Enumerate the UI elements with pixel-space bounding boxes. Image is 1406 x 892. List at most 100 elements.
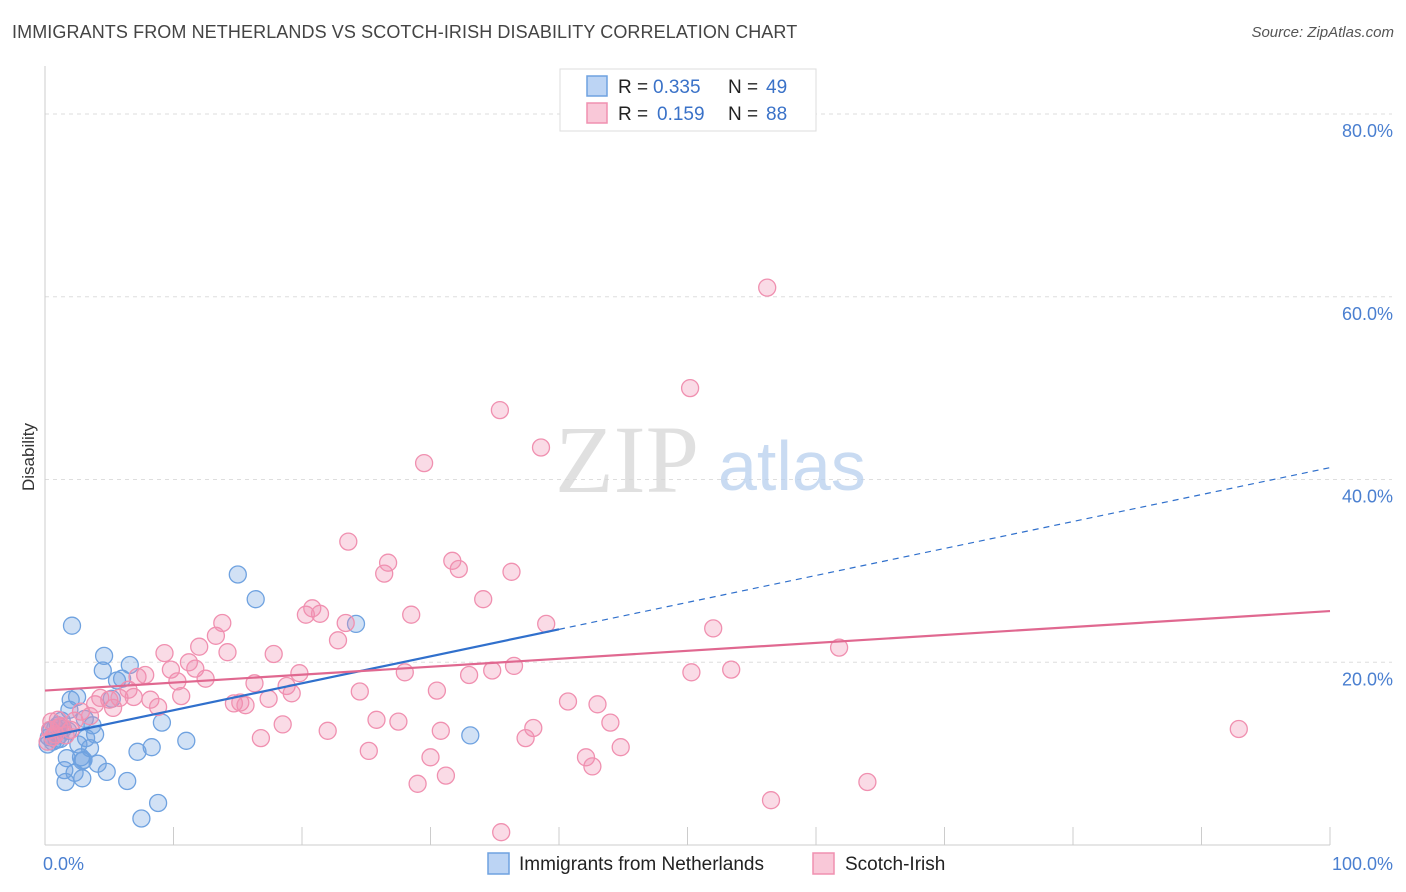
point-s1-12 (80, 707, 100, 726)
point-s1-23 (148, 697, 168, 717)
point-s1-22 (141, 690, 160, 709)
point-s1-71 (483, 661, 502, 680)
y-tick-label-2: 60.0% (1342, 304, 1393, 324)
point-s1-45 (290, 664, 309, 683)
point-s1-36 (231, 693, 250, 712)
point-s1-61 (408, 774, 427, 793)
point-s1-52 (336, 613, 355, 633)
point-s1-48 (310, 604, 330, 623)
point-s1-30 (190, 637, 209, 656)
point-s1-83 (588, 695, 607, 714)
point-s1-63 (421, 748, 440, 767)
legend-r-value-1: 0.335 (653, 77, 701, 98)
point-s1-87 (682, 663, 701, 682)
point-s1-41 (264, 644, 283, 664)
bottom-legend-swatch-scotch-irish (812, 852, 835, 875)
point-s1-69 (459, 665, 479, 685)
watermark-zip: ZIP (555, 406, 699, 513)
point-s1-70 (474, 590, 493, 609)
point-s1-92 (829, 638, 849, 657)
point-s1-59 (395, 663, 414, 682)
point-s1-62 (414, 453, 434, 473)
legend-n-value-1: 49 (766, 77, 787, 98)
point-s1-74 (502, 562, 521, 581)
point-s0-30 (93, 661, 112, 680)
point-s1-93 (858, 772, 877, 792)
point-s1-66 (436, 766, 456, 785)
legend-n-label-2: N = (728, 104, 758, 125)
point-s1-64 (427, 681, 447, 700)
point-s0-43 (228, 565, 247, 584)
point-s1-49 (318, 721, 337, 740)
y-tick-label-1: 40.0% (1342, 487, 1393, 507)
point-s0-44 (246, 590, 265, 609)
point-s1-81 (576, 748, 596, 767)
point-s1-50 (328, 631, 348, 650)
data-points (38, 278, 1248, 842)
point-s1-94 (1229, 719, 1248, 739)
point-s1-75 (504, 656, 524, 676)
bottom-legend: Immigrants from Netherlands Scotch-Irish (487, 852, 945, 875)
point-s1-19 (124, 687, 143, 707)
point-s0-40 (148, 793, 168, 813)
point-s1-31 (196, 669, 215, 688)
point-s1-24 (155, 643, 174, 663)
point-s0-29 (94, 646, 114, 666)
point-s1-65 (431, 721, 450, 740)
grid-lines (45, 113, 1392, 663)
point-s1-38 (245, 674, 264, 693)
point-s1-34 (218, 643, 237, 662)
point-s1-85 (611, 738, 630, 757)
point-s1-56 (375, 564, 394, 583)
point-s1-55 (367, 710, 386, 729)
point-s0-35 (118, 771, 137, 791)
point-s1-86 (680, 378, 700, 398)
legend-r-value-2: 0.159 (657, 104, 705, 125)
trend-line-0 (44, 628, 560, 739)
y-axis-label: Disability (19, 422, 38, 491)
point-s1-73 (492, 823, 511, 842)
point-s0-47 (73, 751, 92, 771)
point-s1-68 (449, 559, 468, 579)
point-s1-53 (350, 682, 369, 701)
y-tick-labels: 20.0% 40.0% 60.0% 80.0% (1342, 121, 1393, 689)
x-tick-label-0: 0.0% (43, 854, 84, 874)
point-s1-37 (236, 696, 255, 715)
point-s1-54 (359, 741, 378, 761)
point-s1-90 (761, 791, 781, 810)
legend-box: R = 0.335 N = 49 R = 0.159 N = 88 (559, 68, 817, 132)
point-s1-42 (273, 715, 292, 734)
point-s1-11 (71, 702, 91, 721)
point-s1-89 (722, 660, 741, 679)
point-s1-77 (524, 718, 543, 738)
point-s1-60 (402, 605, 421, 624)
point-s1-88 (704, 619, 723, 638)
bottom-legend-netherlands: Immigrants from Netherlands (519, 854, 764, 875)
point-s1-40 (259, 689, 278, 708)
trend-lines (44, 467, 1331, 739)
point-s1-58 (389, 712, 408, 731)
point-s1-27 (172, 686, 191, 706)
point-s0-31 (97, 762, 116, 782)
legend-n-label-1: N = (728, 77, 758, 98)
bottom-legend-swatch-netherlands (487, 852, 510, 875)
point-s0-21 (73, 769, 92, 788)
point-s1-51 (339, 532, 358, 551)
trend-line-1 (44, 609, 1331, 692)
legend-n-value-2: 88 (766, 104, 787, 125)
point-s1-57 (378, 553, 398, 572)
chart-title: IMMIGRANTS FROM NETHERLANDS VS SCOTCH-IR… (12, 22, 798, 42)
point-s0-42 (177, 731, 196, 750)
point-s0-41 (152, 713, 172, 732)
y-tick-label-3: 80.0% (1342, 121, 1393, 141)
bottom-legend-scotch-irish: Scotch-Irish (845, 854, 945, 875)
point-s0-34 (112, 669, 132, 688)
x-tick-labels: 0.0% 100.0% (43, 854, 1393, 874)
x-tick-label-1: 100.0% (1332, 854, 1393, 874)
point-s1-91 (758, 278, 777, 297)
point-s0-16 (62, 616, 82, 635)
point-s0-39 (142, 738, 161, 757)
point-s0-38 (132, 809, 151, 828)
watermark-atlas: atlas (718, 427, 866, 505)
